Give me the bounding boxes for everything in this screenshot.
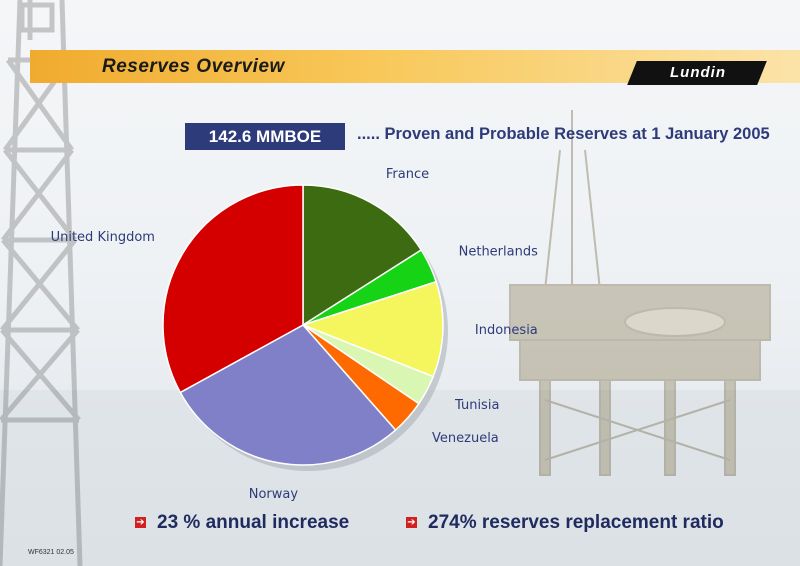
document-code: WF6321 02.05 — [28, 549, 74, 556]
pie-slice-united-kingdom — [162, 184, 304, 394]
reserves-total-badge: 142.6 MMBOE — [185, 123, 345, 150]
chart-subtitle: ..... Proven and Probable Reserves at 1 … — [357, 125, 770, 143]
pie-slice-indonesia — [300, 280, 444, 378]
pie-label-france: France — [386, 167, 429, 182]
pie-label-netherlands: Netherlands — [459, 244, 538, 259]
pie-slice-france — [302, 184, 423, 327]
pie-label-venezuela: Venezuela — [432, 431, 499, 446]
pie-label-norway: Norway — [249, 487, 299, 502]
bullet-annual-increase: 23 % annual increase — [157, 512, 350, 533]
red-arrow-icon: ➔ — [406, 517, 417, 528]
pie-label-indonesia: Indonesia — [475, 323, 538, 338]
pie-slice-norway — [179, 324, 397, 466]
page-title: Reserves Overview — [102, 56, 285, 77]
bullet-replacement-ratio: 274% reserves replacement ratio — [428, 512, 724, 533]
pie-label-tunisia: Tunisia — [454, 398, 499, 413]
red-arrow-icon: ➔ — [135, 517, 146, 528]
logo-text: Lundin — [670, 64, 726, 81]
pie-label-united-kingdom: United Kingdom — [51, 230, 155, 245]
